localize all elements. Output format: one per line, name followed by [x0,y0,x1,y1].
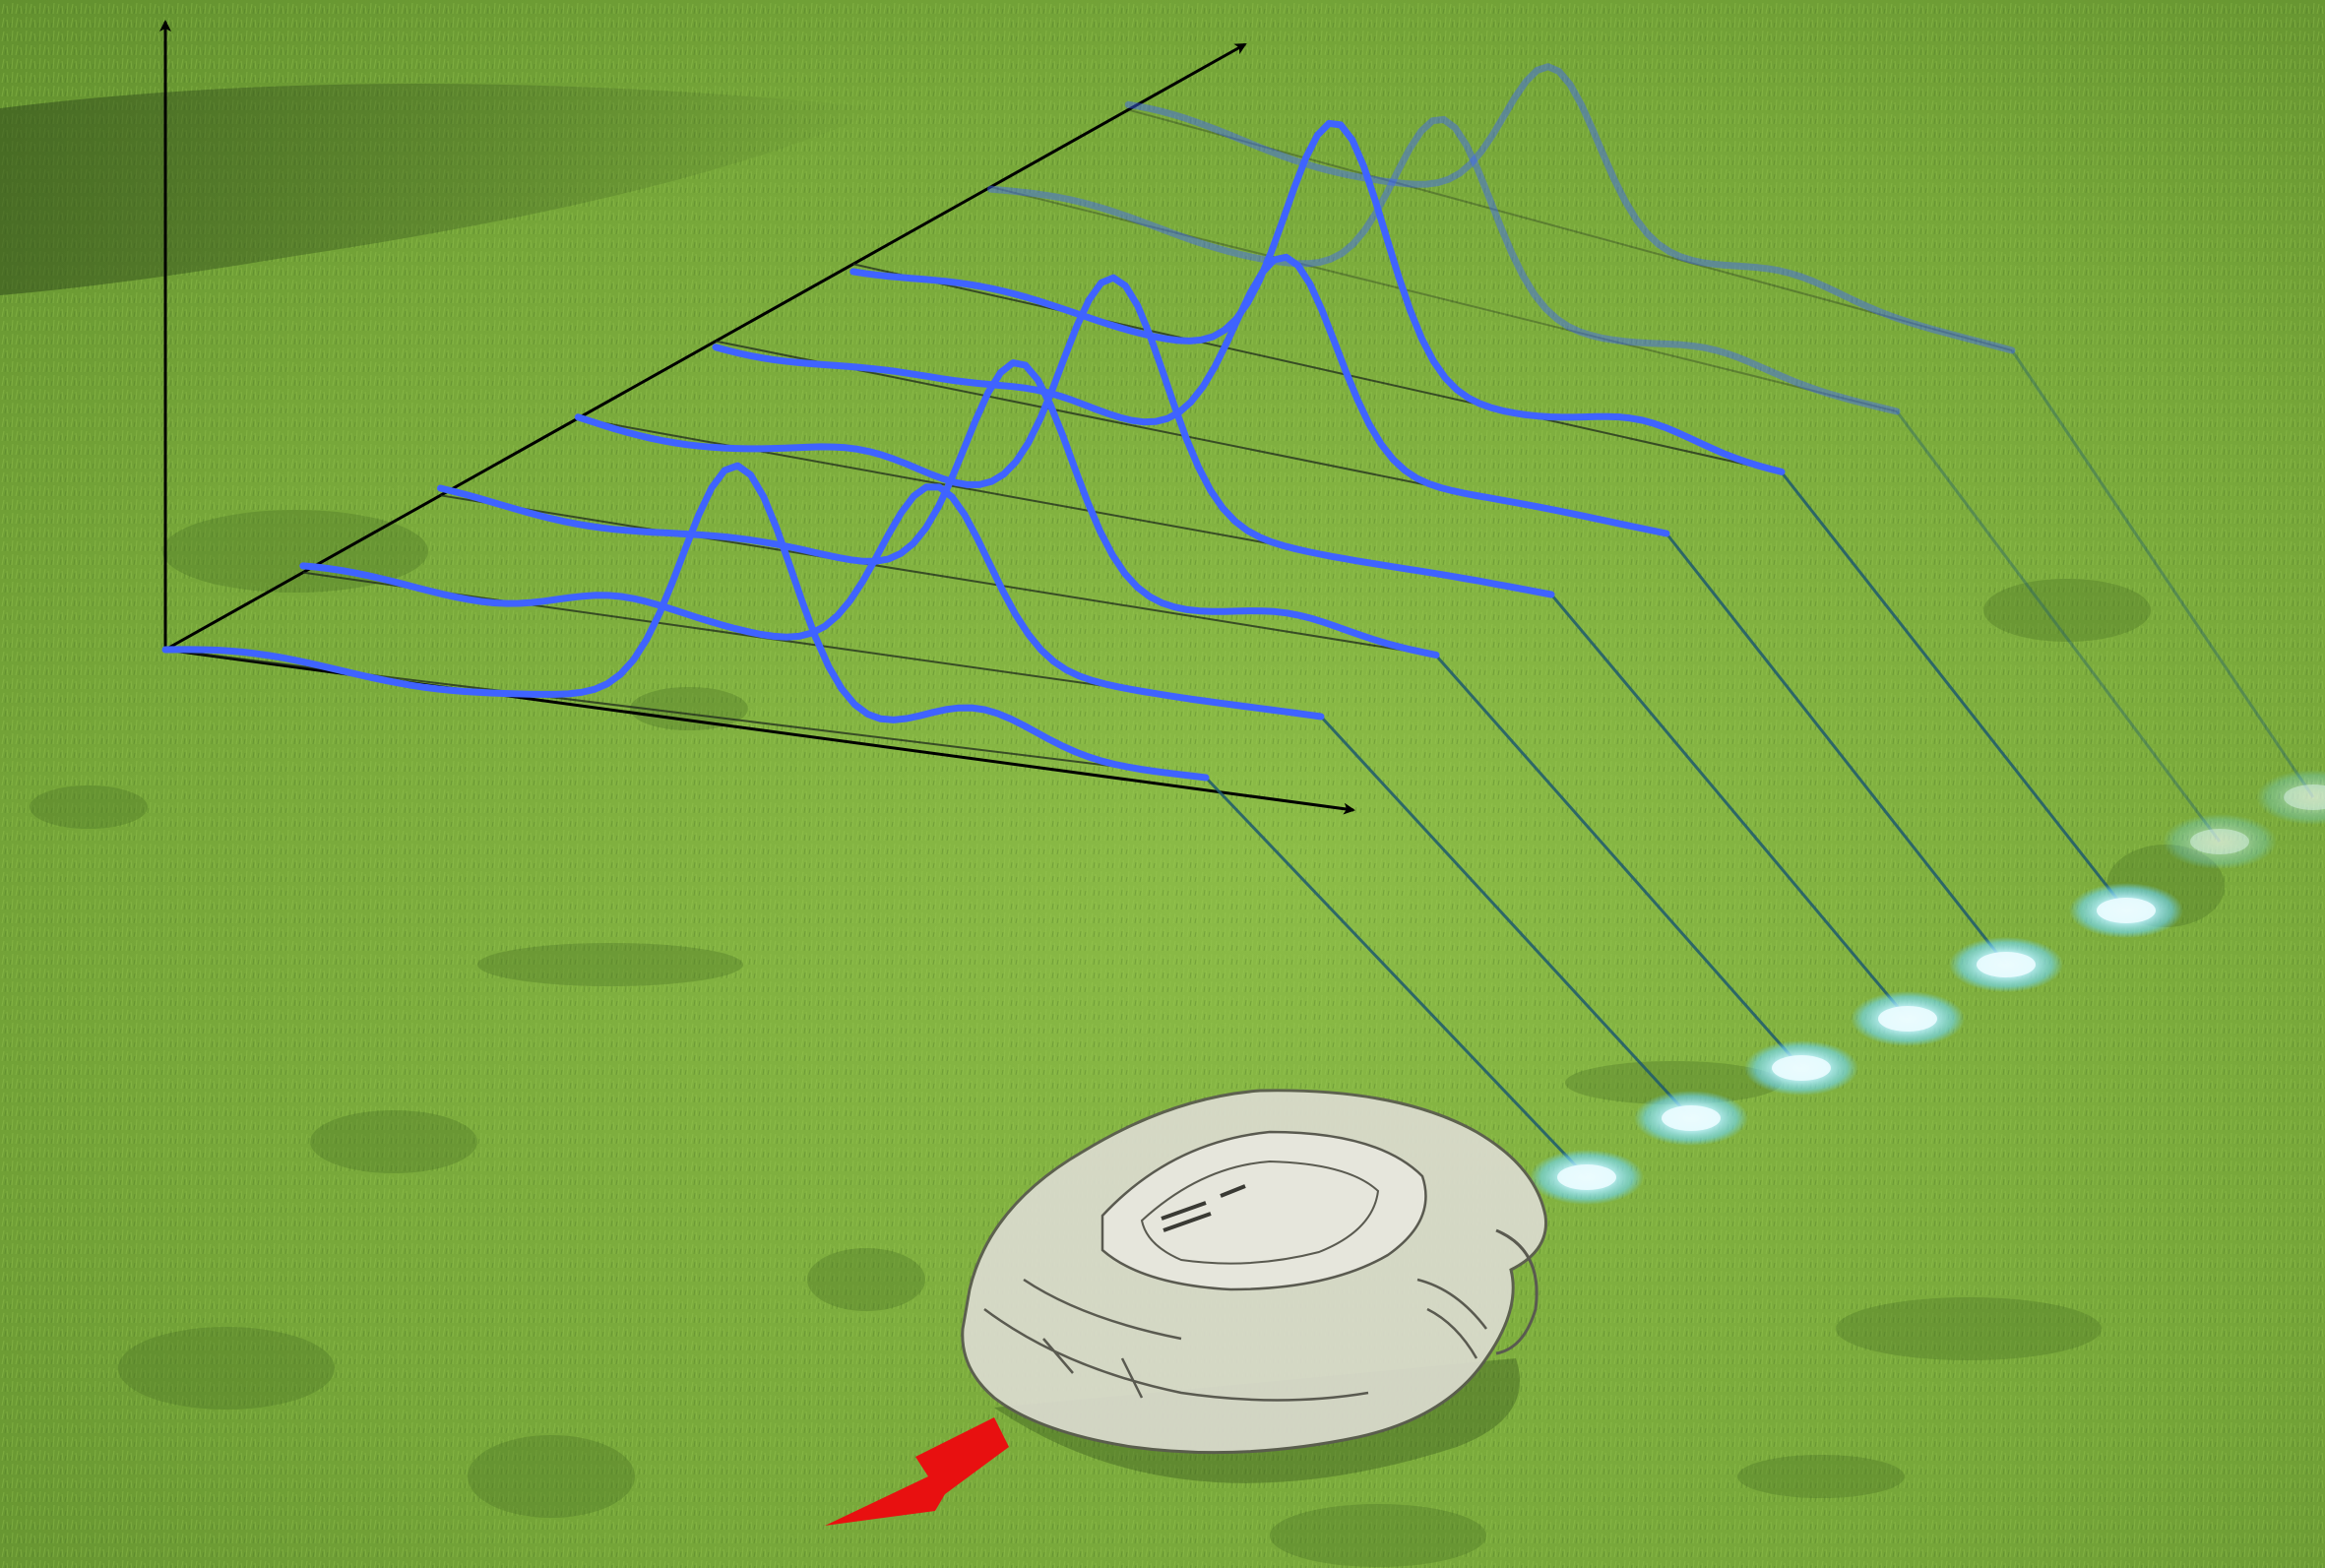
sample-spot-core [1662,1105,1721,1131]
sample-spot-core [1772,1055,1831,1081]
projection-beam [1665,533,2008,966]
grass-patch [630,687,748,730]
depth-axis [164,42,1247,652]
slice-baseline [1128,108,2013,351]
sample-spot-core [2190,829,2249,854]
sample-spot [2163,814,2277,869]
grass-patch [1270,1504,1486,1567]
grass-patch [1983,579,2151,642]
projection-beam [1319,715,1693,1120]
sample-spot [2256,770,2325,825]
grass-patch [1565,1061,1782,1104]
slice-baselines [164,108,2013,779]
sample-spot-core [1977,952,2036,977]
grass-patch [30,785,148,829]
sample-spot-core [1878,1006,1937,1032]
grass-patch [1737,1455,1905,1498]
grass-patch [477,943,743,986]
robot-top-panel [1100,1130,1427,1291]
sensor-curve [1124,63,2016,354]
grass-patch [1836,1297,2102,1360]
sample-spots [1530,770,2325,1205]
projection-beam [2010,349,2315,798]
projection-beam [1780,471,2128,911]
robot-lawnmower-icon [961,1089,1548,1483]
tree-shadow [0,84,886,295]
slice-baseline [990,185,1898,412]
robot-side-vent [1416,1278,1487,1359]
sensor-curve [574,274,1555,598]
sensor-curve [299,483,1325,721]
sensor-curve [437,359,1440,659]
sample-spot-core [1557,1164,1616,1190]
grass-patch [310,1110,477,1173]
robot-top-inner [1140,1160,1380,1265]
robot-logo [1161,1184,1246,1232]
sensor-curve [849,119,1786,475]
robot-front-grille [983,1278,1369,1402]
projection-beam [1549,594,1910,1020]
projection-beams [1204,349,2315,1179]
projection-beam [1204,776,1589,1179]
direction-arrow-icon [825,1417,1009,1526]
sensor-curves [161,63,2016,782]
sensor-curve [161,462,1210,782]
projection-beam [1895,410,2222,843]
projection-beam [1434,655,1803,1069]
grass-patch [468,1435,635,1518]
grass-patch [807,1248,925,1311]
slice-baseline [852,263,1783,473]
robot-wheel-rear [1495,1228,1539,1355]
sensor-curve [987,115,1901,415]
sample-spot-core [2097,898,2156,923]
sensor-curve [712,253,1670,537]
grass-patch [118,1327,335,1410]
slice-baseline [440,494,1437,657]
sample-spot-core [2284,784,2325,810]
grass-dark-patches [30,510,2225,1567]
